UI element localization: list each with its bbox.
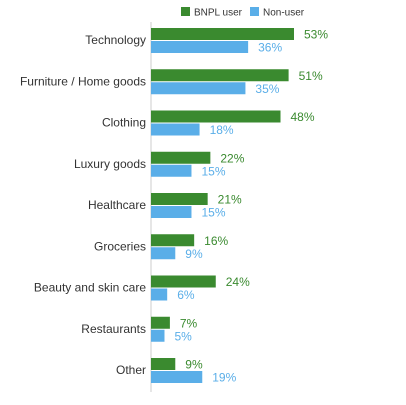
category-label-clothing: Clothing (102, 116, 146, 130)
category-label-restaurants: Restaurants (81, 322, 146, 336)
value-label-clothing-bnpl-user: 48% (291, 110, 315, 124)
category-labels: Technology Furniture / Home goods Clothing… (20, 33, 146, 377)
value-label-technology-bnpl-user: 53% (304, 28, 328, 42)
value-label-groceries-bnpl-user: 16% (204, 234, 228, 248)
category-label-technology: Technology (85, 33, 146, 47)
bar-technology-non-user (151, 41, 249, 53)
bars (151, 28, 294, 383)
bar-other-bnpl-user (151, 358, 176, 370)
bar-healthcare-bnpl-user (151, 193, 208, 205)
category-label-luxury-goods: Luxury goods (74, 157, 146, 171)
category-label-other: Other (116, 363, 146, 377)
bar-healthcare-non-user (151, 206, 192, 218)
bar-luxury-goods-bnpl-user (151, 151, 211, 164)
legend-swatch-non-user (250, 7, 259, 16)
bar-restaurants-bnpl-user (151, 316, 170, 329)
value-label-beauty-and-skin-care-bnpl-user: 24% (226, 275, 250, 289)
value-label-beauty-and-skin-care-non-user: 6% (177, 288, 195, 302)
category-label-groceries: Groceries (94, 239, 146, 253)
legend-swatch-bnpl-user (181, 7, 190, 16)
value-label-luxury-goods-non-user: 15% (201, 164, 225, 178)
category-label-furniture-home-goods: Furniture / Home goods (20, 74, 146, 88)
bar-luxury-goods-non-user (151, 164, 192, 177)
bar-beauty-and-skin-care-non-user (151, 288, 168, 301)
bar-technology-bnpl-user (151, 28, 294, 40)
bar-groceries-bnpl-user (151, 234, 195, 247)
legend-label-bnpl-user: BNPL user (194, 8, 243, 19)
bar-restaurants-non-user (151, 329, 165, 342)
value-label-luxury-goods-bnpl-user: 22% (220, 151, 244, 165)
bar-furniture-home-goods-bnpl-user (151, 69, 289, 82)
value-label-other-bnpl-user: 9% (185, 358, 203, 372)
bar-furniture-home-goods-non-user (151, 82, 246, 95)
category-label-healthcare: Healthcare (88, 198, 146, 212)
value-label-clothing-non-user: 18% (210, 123, 234, 137)
category-label-beauty-and-skin-care: Beauty and skin care (34, 281, 146, 295)
bar-beauty-and-skin-care-bnpl-user (151, 275, 216, 288)
bar-clothing-bnpl-user (151, 110, 281, 123)
bar-other-non-user (151, 371, 203, 383)
value-label-groceries-non-user: 9% (185, 247, 203, 261)
value-label-healthcare-non-user: 15% (201, 206, 225, 220)
value-label-furniture-home-goods-bnpl-user: 51% (299, 69, 323, 83)
legend: BNPL user Non-user (181, 7, 305, 19)
legend-label-non-user: Non-user (263, 8, 305, 19)
value-label-restaurants-non-user: 5% (174, 329, 192, 343)
value-label-other-non-user: 19% (212, 371, 236, 385)
bar-groceries-non-user (151, 247, 176, 260)
bar-clothing-non-user (151, 123, 200, 136)
value-label-technology-non-user: 36% (258, 41, 282, 55)
value-label-healthcare-bnpl-user: 21% (218, 193, 242, 207)
value-label-restaurants-bnpl-user: 7% (180, 316, 198, 330)
value-labels: 53%36%51%35%48%18%22%15%21%15%16%9%24%6%… (174, 28, 328, 385)
value-label-furniture-home-goods-non-user: 35% (255, 82, 279, 96)
